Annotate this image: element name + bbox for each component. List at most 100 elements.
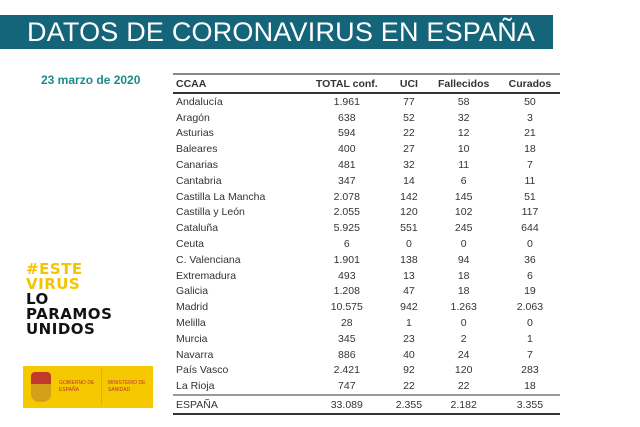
table-row: País Vasco 2.421 92 120 283 bbox=[173, 363, 560, 379]
table-cell: 117 bbox=[521, 206, 539, 219]
table-cell: 0 bbox=[527, 238, 533, 251]
table-cell: 33.089 bbox=[303, 394, 391, 416]
table-cell: 47 bbox=[403, 285, 415, 298]
table-cell: 142 bbox=[400, 190, 418, 203]
table-cell: 22 bbox=[403, 127, 415, 140]
table-header: CCAA TOTAL conf. UCI Fallecidos Curados bbox=[173, 73, 560, 94]
table-cell: 102 bbox=[454, 206, 473, 219]
table-cell: Canarias bbox=[176, 159, 219, 172]
table-cell: 1.263 bbox=[450, 301, 477, 314]
table-cell: 493 bbox=[338, 269, 356, 282]
table-cell: 13 bbox=[403, 269, 415, 282]
table-cell: 6 bbox=[527, 269, 533, 282]
table-cell: Navarra bbox=[176, 348, 214, 361]
table-cell: 10.575 bbox=[330, 301, 363, 314]
table-row: Cantabria 347 14 6 11 bbox=[173, 173, 560, 189]
table-row: Melilla 28 1 0 0 bbox=[173, 315, 560, 331]
table-cell: 942 bbox=[400, 301, 418, 314]
table-row: Canarias 481 32 11 7 bbox=[173, 157, 560, 173]
table-cell: 32 bbox=[403, 159, 415, 172]
table-cell: 0 bbox=[460, 317, 467, 330]
table-cell: 2.421 bbox=[333, 364, 360, 377]
table-cell: Melilla bbox=[176, 317, 206, 330]
table-cell: 1.961 bbox=[333, 95, 360, 108]
table-cell: 5.925 bbox=[333, 222, 360, 235]
table-cell: 1 bbox=[406, 317, 412, 330]
table-cell: 18 bbox=[524, 380, 536, 393]
table-cell: 1.208 bbox=[333, 285, 360, 298]
table-row: Murcia 345 23 2 1 bbox=[173, 331, 560, 347]
table-cell: 594 bbox=[338, 127, 356, 140]
table-cell: 747 bbox=[338, 380, 356, 393]
column-header: CCAA bbox=[173, 73, 304, 94]
table-row: Ceuta 6 0 0 0 bbox=[173, 236, 560, 252]
slogan-line: LO bbox=[26, 290, 49, 308]
table-cell: 0 bbox=[527, 317, 533, 330]
slogan-line: PARAMOS bbox=[26, 305, 113, 323]
table-cell: 345 bbox=[338, 332, 356, 345]
table-cell: 245 bbox=[454, 222, 473, 235]
table-cell: 0 bbox=[460, 238, 467, 251]
coat-of-arms-icon bbox=[31, 372, 51, 402]
table-cell: C. Valenciana bbox=[176, 253, 241, 266]
table-cell: 145 bbox=[454, 190, 473, 203]
total-row: ESPAÑA 33.089 2.355 2.182 3.355 bbox=[173, 394, 560, 416]
table-cell: 94 bbox=[457, 253, 470, 266]
slogan-line: #ESTE bbox=[26, 260, 83, 278]
table-cell: 2 bbox=[460, 332, 467, 345]
table-cell: 6 bbox=[460, 174, 467, 187]
table-cell: 10 bbox=[457, 143, 470, 156]
table-cell: Aragón bbox=[176, 111, 210, 124]
table-cell: 22 bbox=[457, 380, 470, 393]
table-cell: 50 bbox=[524, 95, 536, 108]
table-cell: 32 bbox=[457, 111, 470, 124]
table-row: Asturias 594 22 12 21 bbox=[173, 126, 560, 142]
table-cell: 23 bbox=[403, 332, 415, 345]
table-cell: 2.182 bbox=[427, 394, 500, 416]
table-cell: 120 bbox=[454, 364, 473, 377]
table-cell: 92 bbox=[403, 364, 415, 377]
table-cell: 347 bbox=[338, 174, 356, 187]
table-cell: 14 bbox=[403, 174, 415, 187]
table-cell: 24 bbox=[457, 348, 470, 361]
table-cell: 27 bbox=[403, 143, 415, 156]
column-header: Curados bbox=[499, 73, 560, 94]
table-row: Aragón 638 52 32 3 bbox=[173, 110, 560, 126]
table-cell: 11 bbox=[458, 159, 470, 172]
table-cell: 6 bbox=[343, 238, 350, 251]
table-cell: 2.078 bbox=[333, 190, 360, 203]
table-cell: 2.355 bbox=[390, 394, 428, 416]
table-cell: 36 bbox=[524, 253, 536, 266]
table-cell: 644 bbox=[521, 222, 539, 235]
slogan-line: VIRUS bbox=[26, 275, 81, 293]
table-row: C. Valenciana 1.901 138 94 36 bbox=[173, 252, 560, 268]
table-cell: 481 bbox=[338, 159, 356, 172]
table-row: Andalucía 1.961 77 58 50 bbox=[173, 93, 560, 110]
table-cell: 18 bbox=[457, 269, 470, 282]
table-cell: 40 bbox=[403, 348, 415, 361]
table-cell: 283 bbox=[521, 364, 539, 377]
table-row: Extremadura 493 13 18 6 bbox=[173, 268, 560, 284]
logo-divider bbox=[101, 369, 102, 405]
table-row: Madrid 10.575 942 1.263 2.063 bbox=[173, 299, 560, 315]
table-cell: 138 bbox=[400, 253, 418, 266]
table-cell: 3.355 bbox=[499, 394, 560, 416]
column-header: Fallecidos bbox=[427, 73, 500, 94]
table-cell: 28 bbox=[340, 317, 353, 330]
slogan: #ESTE VIRUS LO PARAMOS UNIDOS bbox=[26, 262, 112, 337]
table-cell: 2.063 bbox=[516, 301, 544, 314]
table-cell: 18 bbox=[524, 143, 536, 156]
table-cell: Galicia bbox=[176, 285, 209, 298]
government-logo: GOBIERNO DE ESPAÑA MINISTERIO DE SANIDAD bbox=[23, 366, 153, 408]
logo-right-text: MINISTERIO DE SANIDAD bbox=[108, 380, 146, 393]
table-cell: 3 bbox=[527, 111, 533, 124]
table-cell: Extremadura bbox=[176, 269, 237, 282]
table-cell: 58 bbox=[457, 95, 470, 108]
table-cell: 21 bbox=[524, 127, 536, 140]
table-row: Castilla y León 2.055 120 102 117 bbox=[173, 205, 560, 221]
table-cell: Castilla y León bbox=[176, 206, 245, 219]
column-header: TOTAL conf. bbox=[303, 73, 391, 94]
table-cell: 19 bbox=[524, 285, 536, 298]
table-cell: 11 bbox=[524, 174, 536, 187]
table-cell: 22 bbox=[403, 380, 415, 393]
